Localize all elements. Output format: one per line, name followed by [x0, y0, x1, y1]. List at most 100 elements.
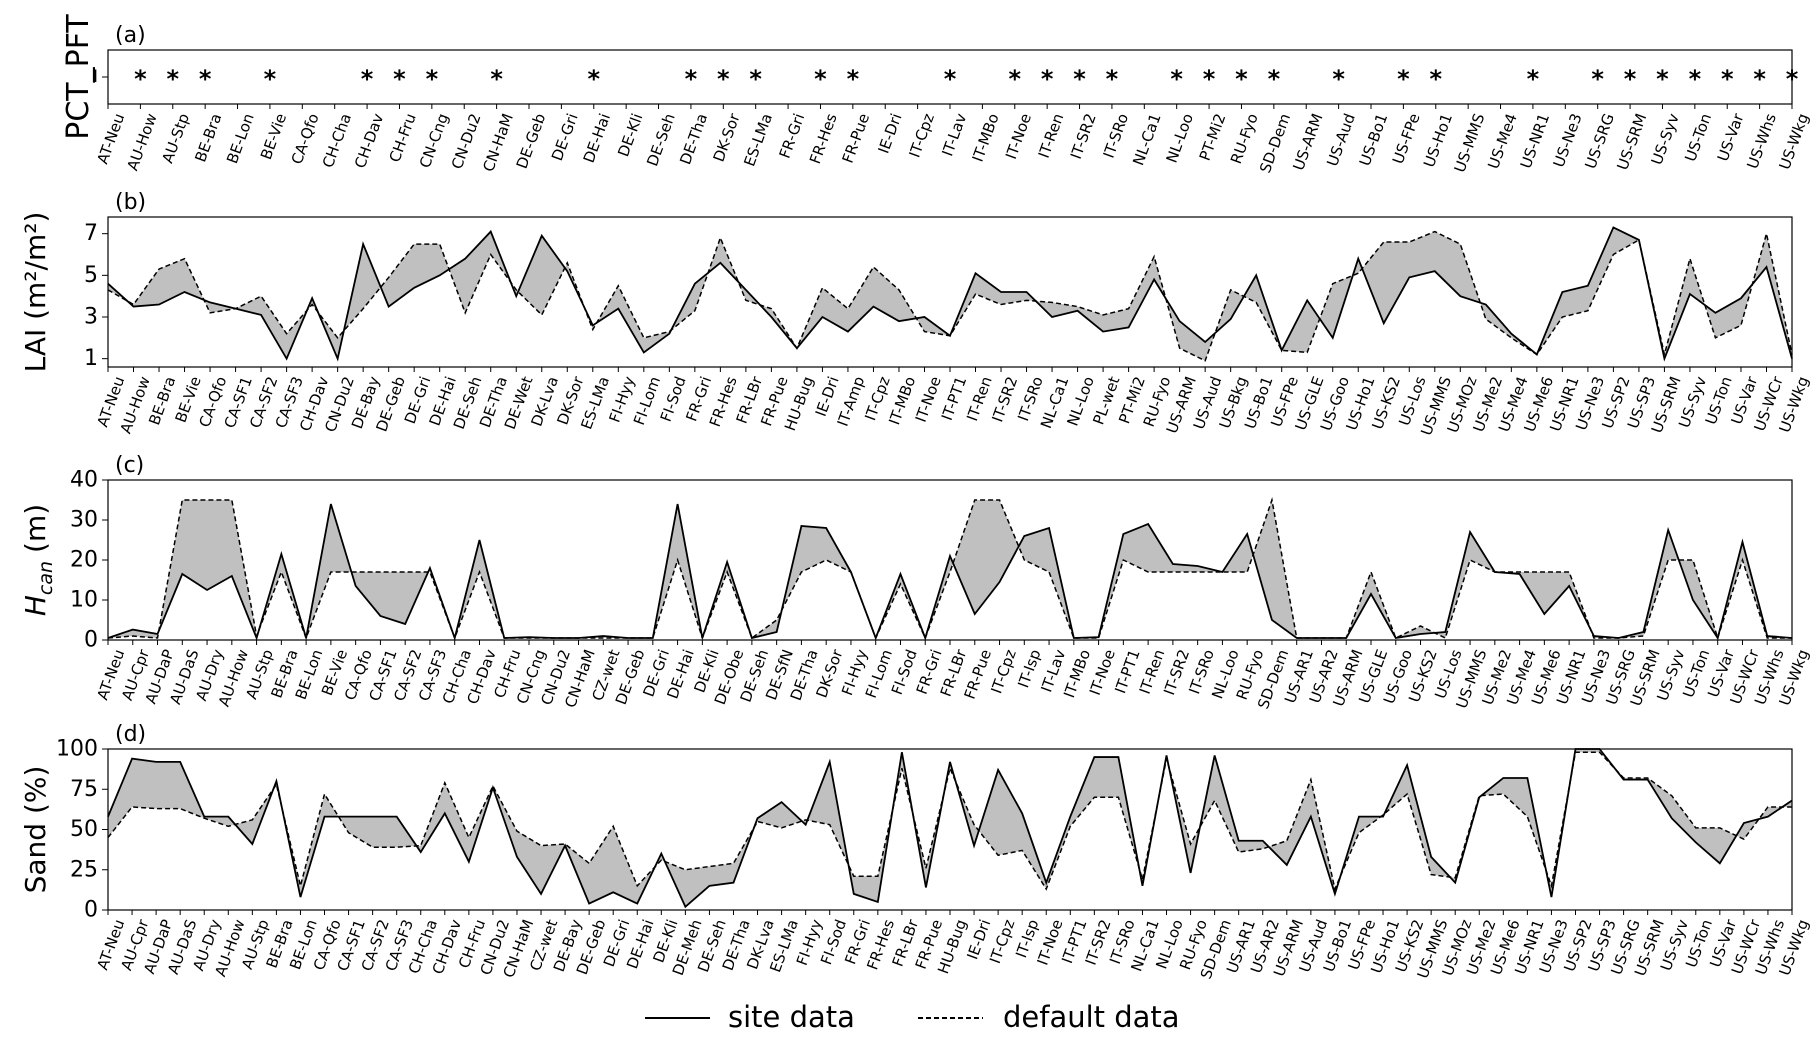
- y-ticks: 1 3 5 7: [84, 221, 108, 371]
- panel-2: AT-NeuAU-HowBE-BraBE-VieCA-QfoCA-SF1CA-S…: [19, 190, 1812, 438]
- x-tick-label: AT-Neu: [93, 111, 128, 166]
- x-tick-label: CH-Cha: [319, 111, 355, 170]
- x-tick-label: US-Wkg: [1775, 111, 1812, 172]
- pft-mark: *: [1527, 65, 1540, 93]
- pft-mark: *: [361, 65, 374, 93]
- pft-mark: *: [749, 65, 762, 93]
- x-tick-label: FR-Gri: [776, 111, 809, 161]
- x-tick-label: CN-HaM: [479, 111, 517, 174]
- pft-mark: *: [1170, 65, 1183, 93]
- x-tick-label: US-Var: [1714, 110, 1748, 163]
- y-ticks: 0 10 20 30 40: [70, 468, 108, 653]
- y-tick-label: 0: [84, 898, 98, 923]
- x-tick-label: IT-SRo: [1100, 111, 1133, 160]
- pft-mark: *: [1073, 65, 1086, 93]
- x-tick-label: AU-How: [123, 111, 160, 173]
- x-tick-label: US-Whs: [1743, 111, 1780, 171]
- x-tick-label: CH-Fru: [386, 111, 420, 165]
- legend: site data default data: [645, 1000, 1180, 1034]
- pft-mark: *: [490, 65, 503, 93]
- pft-mark: *: [426, 65, 439, 93]
- pft-mark: *: [1041, 65, 1054, 93]
- difference-fill: [108, 227, 1792, 361]
- x-tick-label: US-Ne3: [1550, 111, 1586, 170]
- plot-frame: [107, 479, 1793, 641]
- x-tick-label: DE-Gri: [548, 111, 582, 163]
- y-tick-label: 10: [70, 588, 98, 613]
- pft-mark: *: [1203, 65, 1216, 93]
- x-tick-label: FR-Hes: [806, 111, 841, 166]
- x-tick-label: US-FPe: [1389, 111, 1424, 166]
- y-ticks: 0 25 50 75 100: [56, 737, 108, 923]
- y-tick-label: 100: [56, 737, 98, 762]
- pft-mark: *: [134, 65, 147, 93]
- x-tick-label: SD-Dem: [1256, 111, 1294, 175]
- pft-mark: *: [1721, 65, 1734, 93]
- site-data-line: [107, 226, 1793, 362]
- y-tick-label: 0: [84, 628, 98, 653]
- x-tick-label: CN-Cng: [416, 111, 452, 170]
- panel-label: (b): [115, 190, 146, 215]
- x-tick-label: DK-Sor: [710, 110, 744, 164]
- x-tick-label: IE-Dri: [875, 111, 906, 156]
- y-tick-label: 25: [70, 857, 98, 882]
- x-tick-label: IT-Lav: [938, 111, 970, 159]
- pft-mark: *: [1008, 65, 1021, 93]
- pft-mark: *: [685, 65, 698, 93]
- panel-label: (c): [115, 453, 144, 478]
- x-tick-label: BE-Lon: [223, 111, 258, 166]
- pft-mark: *: [1332, 65, 1345, 93]
- y-tick-label: 20: [70, 548, 98, 573]
- plot-frame: [107, 49, 1793, 105]
- panel-label: (a): [115, 23, 146, 48]
- y-tick-label: 50: [70, 817, 98, 842]
- x-tick-label: US-Ton: [1681, 111, 1715, 164]
- x-tick-label: RU-Fyo: [1227, 111, 1262, 166]
- difference-fill: [108, 749, 1792, 907]
- x-tick-label: PT-Mi2: [1196, 111, 1230, 163]
- pft-mark: *: [1106, 65, 1119, 93]
- pft-mark: *: [814, 65, 827, 93]
- x-tick-label: CN-Du2: [448, 111, 485, 171]
- y-axis-label: PCT_PFT: [61, 14, 96, 140]
- x-tick-label: US-Me4: [1484, 111, 1521, 171]
- x-tick-labels: AT-NeuAU-CprAU-DaPAU-DaSAU-DryAU-HowAU-S…: [93, 910, 1812, 981]
- pft-mark: *: [717, 65, 730, 93]
- pft-mark: *: [264, 65, 277, 93]
- default-data-line: [107, 497, 1792, 641]
- y-tick-label: I: [93, 67, 98, 87]
- y-tick-label: 7: [84, 221, 98, 246]
- x-tick-label: US-ARM: [1289, 111, 1326, 173]
- legend-default-label: default data: [1003, 1000, 1180, 1034]
- y-tick-label: 5: [84, 263, 98, 288]
- x-tick-label: DE-Seh: [643, 111, 679, 169]
- x-tick-label: DE-Tha: [676, 111, 711, 167]
- pft-mark: *: [393, 65, 406, 93]
- y-tick-label: 1: [84, 346, 98, 371]
- pft-mark: *: [199, 65, 212, 93]
- x-tick-labels: AT-NeuAU-CprAU-DaPAU-DaSAU-DryAU-HowAU-S…: [93, 640, 1812, 711]
- pft-mark: *: [1268, 65, 1281, 93]
- pft-mark: *: [166, 65, 179, 93]
- x-tick-label: CA-Qfo: [288, 111, 323, 167]
- y-axis-label-symbol: H: [19, 595, 52, 616]
- x-tick-label: DE-Geb: [513, 111, 550, 171]
- x-tick-label: CH-Dav: [351, 111, 387, 171]
- plot-frame: [107, 216, 1793, 368]
- y-tick-label: 3: [84, 305, 98, 330]
- x-tick-label: BE-Vie: [257, 111, 290, 162]
- y-axis-label-subscript: can: [35, 561, 57, 595]
- site-data-line: [107, 503, 1793, 642]
- x-tick-label: ES-LMa: [740, 111, 776, 169]
- pft-mark: *: [1753, 65, 1766, 93]
- x-tick-label: BE-Bra: [191, 111, 225, 164]
- x-tick-label: FR-Pue: [839, 111, 873, 165]
- y-axis-label: Sand (%): [19, 766, 52, 894]
- pft-mark: *: [1689, 65, 1702, 93]
- x-tick-label: NL-Ca1: [1129, 111, 1164, 168]
- x-tick-label: IT-SR2: [1067, 111, 1100, 161]
- pft-mark: *: [587, 65, 600, 93]
- y-axis-label: Hcan (m): [19, 504, 57, 616]
